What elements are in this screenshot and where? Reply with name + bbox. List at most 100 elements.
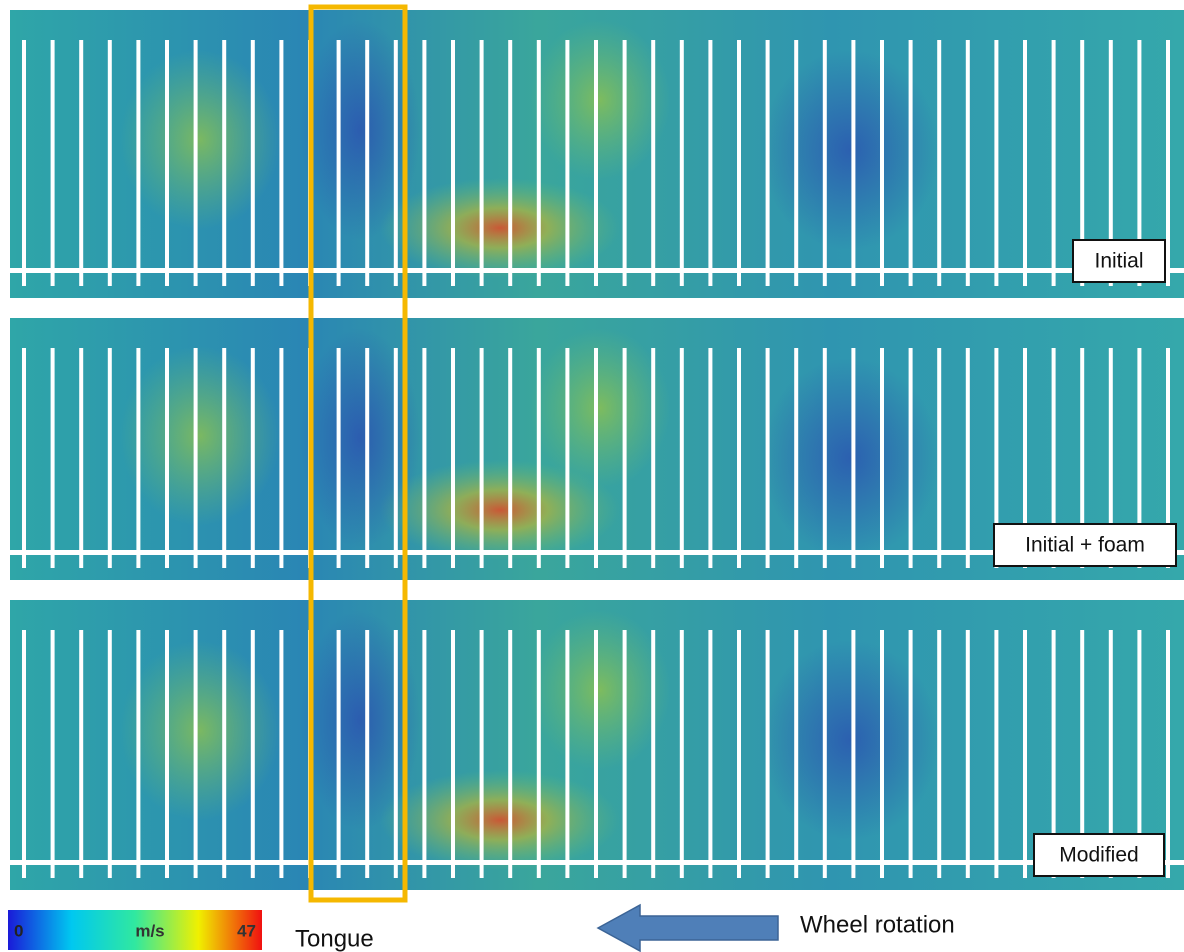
blade: [480, 40, 484, 286]
blade: [337, 40, 341, 286]
blade: [794, 630, 798, 878]
blade: [537, 348, 541, 568]
blade: [480, 630, 484, 878]
blade: [651, 630, 655, 878]
blade: [165, 40, 169, 286]
blade: [766, 40, 770, 286]
blade: [251, 348, 255, 568]
blade: [537, 630, 541, 878]
figure: InitialInitial + foamModified 0 m/s 47 T…: [0, 0, 1184, 952]
flow-cold: [760, 640, 940, 840]
blade: [594, 40, 598, 286]
blade: [1166, 630, 1170, 878]
blade: [994, 40, 998, 286]
blade: [623, 40, 627, 286]
blade: [222, 630, 226, 878]
blade: [537, 40, 541, 286]
blade: [422, 630, 426, 878]
tongue-label: Tongue: [295, 925, 374, 952]
blade: [565, 40, 569, 286]
panels: InitialInitial + foamModified: [10, 10, 1184, 890]
flow-warm: [120, 641, 280, 821]
blade: [22, 630, 26, 878]
blade: [909, 348, 913, 568]
blade: [937, 40, 941, 286]
rotation-label: Wheel rotation: [800, 911, 955, 938]
hub-band: [10, 268, 1184, 273]
blade: [365, 348, 369, 568]
blade: [737, 40, 741, 286]
blade: [422, 40, 426, 286]
flow-cold: [760, 358, 940, 558]
blade: [994, 630, 998, 878]
blade: [680, 40, 684, 286]
blade: [1052, 40, 1056, 286]
blade: [737, 348, 741, 568]
blade: [1023, 630, 1027, 878]
blade: [1166, 40, 1170, 286]
colorbar-unit: m/s: [135, 921, 164, 940]
blade: [823, 348, 827, 568]
flow-cold: [300, 20, 420, 240]
blade: [451, 40, 455, 286]
blade: [1023, 40, 1027, 286]
blade: [365, 40, 369, 286]
blade: [165, 630, 169, 878]
blade: [594, 348, 598, 568]
blade: [708, 348, 712, 568]
blade: [108, 630, 112, 878]
blade: [794, 40, 798, 286]
blade: [108, 40, 112, 286]
blade: [365, 630, 369, 878]
blade: [337, 630, 341, 878]
blade: [51, 40, 55, 286]
blade: [136, 40, 140, 286]
colorbar-max: 47: [237, 921, 256, 940]
blade: [79, 348, 83, 568]
blade: [194, 40, 198, 286]
blade: [451, 630, 455, 878]
blade: [251, 40, 255, 286]
blade: [909, 630, 913, 878]
blade: [508, 40, 512, 286]
blade: [136, 630, 140, 878]
blade: [394, 40, 398, 286]
blade: [51, 348, 55, 568]
blade: [880, 40, 884, 286]
blade: [708, 630, 712, 878]
blade: [565, 348, 569, 568]
flow-cold: [760, 50, 940, 250]
blade: [680, 348, 684, 568]
blade: [880, 348, 884, 568]
flow-cold: [300, 328, 420, 548]
blade: [51, 630, 55, 878]
blade: [422, 348, 426, 568]
flow-warm: [120, 50, 280, 230]
rotation-arrow: [598, 905, 778, 951]
flow-warm: [530, 610, 670, 770]
blade: [222, 348, 226, 568]
blade: [394, 348, 398, 568]
blade: [851, 630, 855, 878]
blade: [251, 630, 255, 878]
panel-label: Initial + foam: [1025, 534, 1145, 557]
blade: [823, 40, 827, 286]
blade: [22, 40, 26, 286]
blade: [937, 630, 941, 878]
blade: [194, 348, 198, 568]
flow-hotspot: [380, 770, 620, 870]
flow-cold: [300, 610, 420, 830]
blade: [222, 40, 226, 286]
blade: [136, 348, 140, 568]
blade: [279, 40, 283, 286]
blade: [966, 630, 970, 878]
blade: [565, 630, 569, 878]
flow-warm: [530, 328, 670, 488]
blade: [851, 40, 855, 286]
blade: [680, 630, 684, 878]
blade: [737, 630, 741, 878]
blade: [194, 630, 198, 878]
blade: [508, 348, 512, 568]
blade: [651, 40, 655, 286]
flow-warm: [120, 346, 280, 526]
